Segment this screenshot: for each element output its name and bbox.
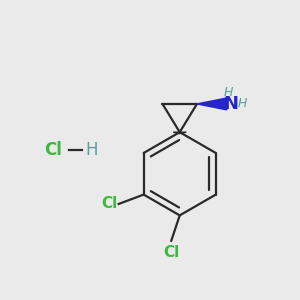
Text: H: H — [85, 141, 98, 159]
Text: N: N — [224, 95, 238, 113]
Text: H: H — [224, 86, 233, 99]
Polygon shape — [173, 132, 186, 134]
Polygon shape — [197, 98, 227, 110]
Text: Cl: Cl — [163, 244, 179, 260]
Text: Cl: Cl — [44, 141, 62, 159]
Text: H: H — [238, 98, 247, 110]
Text: Cl: Cl — [102, 196, 118, 211]
